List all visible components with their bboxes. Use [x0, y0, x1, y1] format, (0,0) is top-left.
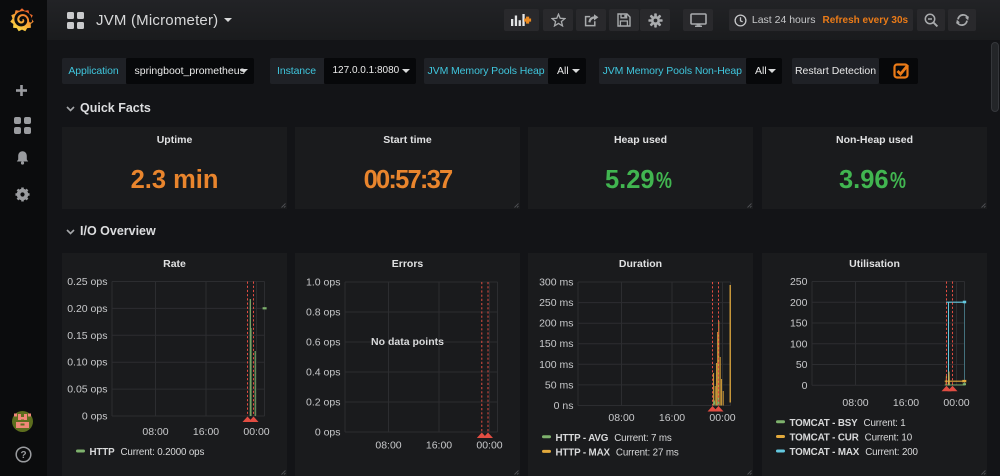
- svg-text:150: 150: [790, 318, 808, 330]
- svg-text:08:00: 08:00: [608, 412, 634, 424]
- svg-text:50: 50: [796, 359, 808, 371]
- svg-text:250: 250: [790, 276, 808, 288]
- svg-text:0.05 ops: 0.05 ops: [67, 384, 107, 396]
- svg-text:00:00: 00:00: [476, 440, 502, 452]
- svg-text:00:00: 00:00: [243, 426, 269, 438]
- svg-text:08:00: 08:00: [842, 397, 868, 409]
- svg-text:0 ns: 0 ns: [554, 400, 574, 412]
- svg-text:300 ms: 300 ms: [539, 277, 573, 289]
- svg-text:16:00: 16:00: [426, 440, 452, 452]
- svg-text:0.10 ops: 0.10 ops: [67, 357, 107, 369]
- svg-text:0.4 ops: 0.4 ops: [306, 367, 340, 379]
- svg-text:200: 200: [790, 297, 808, 309]
- svg-text:0 ops: 0 ops: [315, 427, 341, 439]
- svg-text:0: 0: [802, 380, 808, 392]
- svg-text:00:00: 00:00: [709, 412, 735, 424]
- svg-text:08:00: 08:00: [142, 426, 168, 438]
- svg-text:0.15 ops: 0.15 ops: [67, 330, 107, 342]
- svg-text:16:00: 16:00: [893, 397, 919, 409]
- svg-text:?: ?: [20, 450, 26, 461]
- svg-text:16:00: 16:00: [193, 426, 219, 438]
- svg-text:100: 100: [790, 338, 808, 350]
- svg-text:0.25 ops: 0.25 ops: [67, 276, 107, 288]
- svg-text:250 ms: 250 ms: [539, 297, 573, 309]
- svg-text:0.6 ops: 0.6 ops: [306, 337, 340, 349]
- svg-text:0 ops: 0 ops: [82, 411, 108, 423]
- svg-text:200 ms: 200 ms: [539, 318, 573, 330]
- svg-text:08:00: 08:00: [375, 440, 401, 452]
- svg-text:150 ms: 150 ms: [539, 338, 573, 350]
- svg-text:50 ms: 50 ms: [545, 379, 574, 391]
- svg-text:00:00: 00:00: [943, 397, 969, 409]
- svg-text:0.2 ops: 0.2 ops: [306, 397, 340, 409]
- svg-text:0.8 ops: 0.8 ops: [306, 307, 340, 319]
- svg-text:1.0 ops: 1.0 ops: [306, 277, 340, 289]
- svg-text:0.20 ops: 0.20 ops: [67, 303, 107, 315]
- svg-text:No data points: No data points: [371, 336, 444, 348]
- svg-text:100 ms: 100 ms: [539, 359, 573, 371]
- svg-text:16:00: 16:00: [659, 412, 685, 424]
